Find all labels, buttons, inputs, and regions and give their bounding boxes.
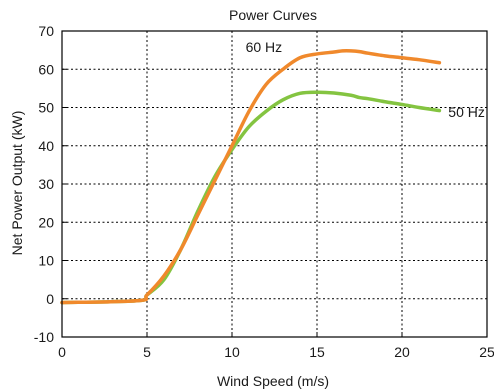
x-axis-title: Wind Speed (m/s) xyxy=(217,373,329,389)
x-tick-label: 0 xyxy=(58,344,66,360)
grid-lines xyxy=(62,31,487,337)
y-tick-label: 50 xyxy=(38,100,54,116)
y-tick-label: 30 xyxy=(38,176,54,192)
y-tick-label: 0 xyxy=(46,291,54,307)
series-line-60-hz xyxy=(60,49,442,305)
x-tick-label: 25 xyxy=(479,344,494,360)
x-tick-label: 10 xyxy=(224,344,240,360)
x-tick-label: 20 xyxy=(394,344,410,360)
x-tick-label: 5 xyxy=(143,344,151,360)
y-axis-title: Net Power Output (kW) xyxy=(9,111,25,256)
series-lines xyxy=(60,49,442,305)
chart-title: Power Curves xyxy=(229,7,317,23)
series-label-60-hz: 60 Hz xyxy=(246,39,283,55)
y-tick-label: 20 xyxy=(38,214,54,230)
series-annotations: 60 Hz 50 Hz xyxy=(246,39,485,120)
axis-ticks xyxy=(61,30,488,338)
x-tick-labels: 0 5 10 15 20 25 xyxy=(58,344,494,360)
series-line-50-hz xyxy=(60,90,442,305)
x-tick-label: 15 xyxy=(309,344,325,360)
y-tick-label: -10 xyxy=(34,329,54,345)
y-tick-label: 60 xyxy=(38,61,54,77)
y-tick-label: 40 xyxy=(38,138,54,154)
y-tick-label: 10 xyxy=(38,253,54,269)
series-label-50-hz: 50 Hz xyxy=(448,104,485,120)
y-tick-labels: -10 0 10 20 30 40 50 60 70 xyxy=(34,23,54,345)
y-tick-label: 70 xyxy=(38,23,54,39)
